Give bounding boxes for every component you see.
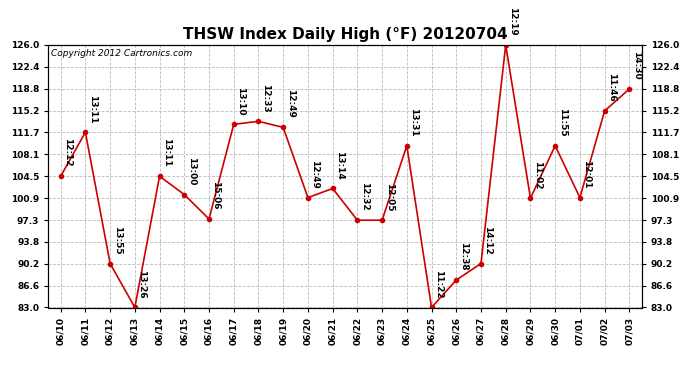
Text: Copyright 2012 Cartronics.com: Copyright 2012 Cartronics.com (51, 49, 193, 58)
Text: 11:02: 11:02 (533, 160, 542, 189)
Text: 13:26: 13:26 (137, 270, 146, 298)
Text: 12:12: 12:12 (63, 138, 72, 167)
Title: THSW Index Daily High (°F) 20120704: THSW Index Daily High (°F) 20120704 (183, 27, 507, 42)
Text: 11:46: 11:46 (607, 73, 616, 102)
Text: 12:33: 12:33 (261, 84, 270, 112)
Text: 13:00: 13:00 (187, 157, 196, 185)
Text: 12:49: 12:49 (286, 89, 295, 118)
Text: 13:10: 13:10 (236, 87, 245, 115)
Text: 13:11: 13:11 (88, 94, 97, 123)
Text: 13:31: 13:31 (409, 108, 418, 136)
Text: 12:19: 12:19 (509, 7, 518, 36)
Text: 15:06: 15:06 (212, 182, 221, 210)
Text: 11:55: 11:55 (558, 108, 566, 136)
Text: 13:14: 13:14 (335, 150, 344, 179)
Text: 13:11: 13:11 (162, 138, 171, 167)
Text: 12:05: 12:05 (384, 183, 393, 211)
Text: 12:01: 12:01 (582, 160, 591, 189)
Text: 12:32: 12:32 (360, 182, 369, 211)
Text: 11:22: 11:22 (434, 270, 443, 298)
Text: 13:55: 13:55 (112, 226, 121, 254)
Text: 12:49: 12:49 (310, 160, 319, 189)
Text: 12:38: 12:38 (459, 242, 468, 271)
Text: 14:12: 14:12 (484, 226, 493, 254)
Text: 14:30: 14:30 (632, 51, 641, 80)
